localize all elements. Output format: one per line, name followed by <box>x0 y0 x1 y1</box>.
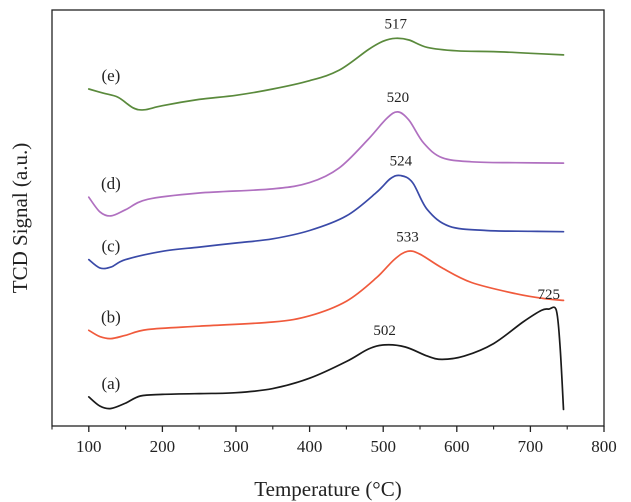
series-line-2 <box>87 174 565 270</box>
x-tick-label: 400 <box>297 437 323 456</box>
x-tick-label: 700 <box>518 437 544 456</box>
peak-labels: 502 725 533 524 520 517 <box>373 16 560 339</box>
plot-frame <box>51 9 605 427</box>
curve-label: (a) <box>101 374 120 393</box>
x-axis-ticks: 100 200 300 400 500 600 700 800 <box>51 426 617 456</box>
x-tick-label: 200 <box>150 437 176 456</box>
x-tick-label: 600 <box>444 437 470 456</box>
series-line-0 <box>87 306 565 411</box>
peak-label: 502 <box>373 323 396 339</box>
peak-label: 524 <box>390 154 413 170</box>
curve-label: (b) <box>101 307 121 326</box>
curve-labels: (a) (b) (c) (d) (e) <box>101 66 121 393</box>
x-axis-title: Temperature (°C) <box>254 477 401 501</box>
peak-label: 520 <box>387 90 410 106</box>
peak-label: 517 <box>384 16 407 32</box>
x-tick-label: 800 <box>591 437 617 456</box>
y-axis-title: TCD Signal (a.u.) <box>8 143 32 293</box>
curve-label: (d) <box>101 174 121 193</box>
x-tick-label: 300 <box>223 437 249 456</box>
series-line-4 <box>87 37 565 111</box>
series-line-3 <box>87 111 565 217</box>
series-line-1 <box>87 250 565 340</box>
x-tick-label: 500 <box>370 437 396 456</box>
curve-label: (e) <box>101 66 120 85</box>
peak-label: 725 <box>538 287 561 303</box>
peak-label: 533 <box>396 229 419 245</box>
x-tick-label: 100 <box>76 437 102 456</box>
curve-label: (c) <box>101 237 120 256</box>
series-curves <box>87 37 565 411</box>
